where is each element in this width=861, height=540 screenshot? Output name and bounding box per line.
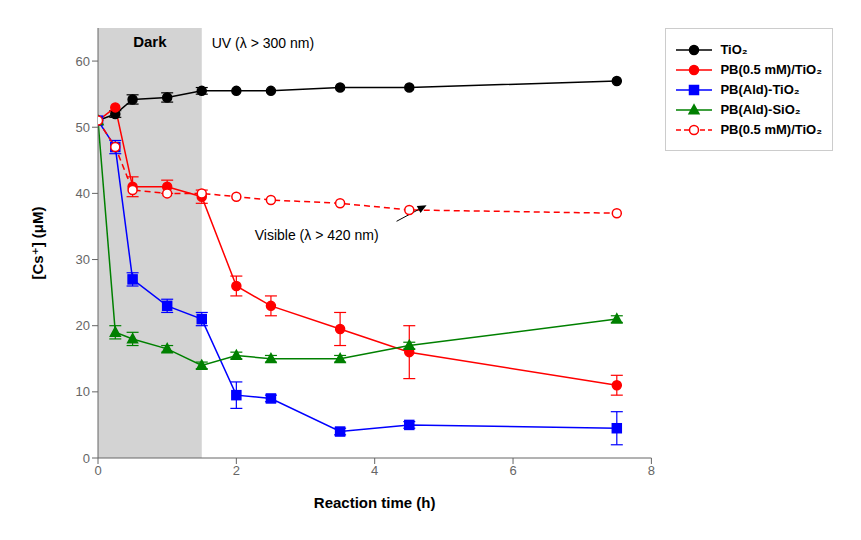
html-text:PB(Ald)-TiO₂: PB(Ald)-TiO₂ (720, 82, 800, 97)
svg-text:10: 10 (76, 384, 90, 399)
svg-text:Reaction time (h): Reaction time (h) (314, 494, 436, 511)
html-text:PB(0.5 mM)/TiO₂: PB(0.5 mM)/TiO₂ (720, 122, 822, 137)
svg-text:Dark: Dark (133, 33, 167, 50)
svg-text:30: 30 (76, 252, 90, 267)
svg-text:6: 6 (509, 463, 516, 478)
svg-text:8: 8 (648, 463, 655, 478)
html-text:PB(Ald)-SiO₂: PB(Ald)-SiO₂ (720, 102, 801, 117)
svg-text:Visible (λ > 420 nm): Visible (λ > 420 nm) (255, 227, 379, 243)
svg-text:50: 50 (76, 120, 90, 135)
svg-text:4: 4 (371, 463, 378, 478)
html-text:TiO₂: TiO₂ (720, 42, 748, 57)
svg-text:0: 0 (94, 463, 101, 478)
svg-text:UV (λ > 300 nm): UV (λ > 300 nm) (212, 35, 314, 51)
svg-text:60: 60 (76, 54, 90, 69)
html-text:PB(0.5 mM)/TiO₂: PB(0.5 mM)/TiO₂ (720, 62, 822, 77)
svg-text:0: 0 (83, 451, 90, 466)
svg-text:20: 20 (76, 318, 90, 333)
svg-text:40: 40 (76, 186, 90, 201)
svg-text:2: 2 (233, 463, 240, 478)
svg-text:[Cs⁺] (μM): [Cs⁺] (μM) (29, 207, 46, 280)
